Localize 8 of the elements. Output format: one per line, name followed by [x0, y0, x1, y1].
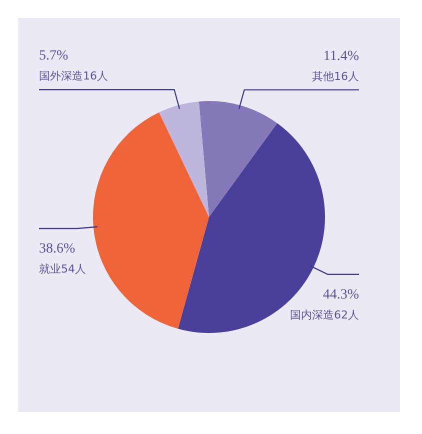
data-label: 11.4%: [323, 48, 360, 64]
slice-label: 国外深造16人: [39, 70, 108, 83]
data-label: 5.7%: [39, 48, 68, 64]
slice-label: 国内深造62人: [290, 308, 359, 322]
slice-label: 其他16人: [312, 70, 359, 83]
data-label: 44.3%: [322, 287, 360, 302]
slice-label: 就业54人: [39, 262, 86, 276]
data-label: 38.6%: [39, 242, 76, 257]
